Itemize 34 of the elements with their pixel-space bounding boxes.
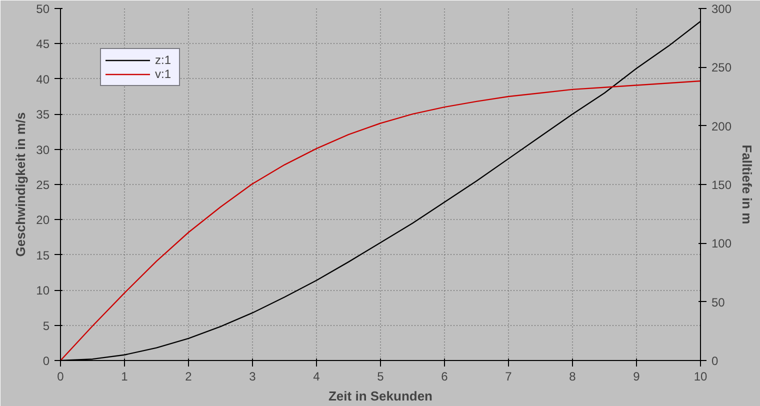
y2-tick-label: 150: [712, 178, 732, 192]
x-tick-label: 9: [633, 370, 640, 384]
y-tick-label: 40: [36, 72, 50, 86]
y2-tick-label: 100: [712, 236, 732, 251]
x-tick-label: 0: [57, 370, 64, 384]
x-tick-label: 2: [185, 370, 192, 384]
y-tick-label: 5: [42, 318, 50, 333]
x-tick-label: 3: [249, 370, 256, 384]
y-tick-label: 10: [36, 284, 50, 298]
y-tick-label: 0: [42, 354, 50, 368]
x-tick-label: 7: [505, 370, 512, 384]
x-tick-label: 10: [694, 370, 708, 384]
x-tick-label: 1: [121, 370, 128, 384]
x-axis-title: Zeit in Sekunden: [328, 388, 433, 404]
y2-tick-label: 250: [712, 60, 732, 75]
y2-tick-label: 300: [712, 2, 732, 16]
y-tick-label: 35: [36, 108, 50, 122]
y2-tick-label: 200: [712, 119, 732, 134]
legend-label: v:1: [155, 67, 172, 81]
x-tick-label: 5: [377, 370, 384, 384]
y-tick-label: 15: [36, 248, 50, 262]
y-tick-label: 25: [36, 178, 50, 192]
y-tick-label: 20: [36, 213, 50, 228]
y-tick-label: 30: [36, 142, 50, 157]
x-tick-label: 4: [313, 370, 320, 384]
y-tick-label: 50: [36, 2, 50, 16]
x-tick-label: 6: [441, 370, 448, 384]
x-tick-label: 8: [569, 370, 576, 384]
y-tick-label: 45: [36, 37, 50, 52]
y2-axis-title: Falltiefe in m: [740, 144, 755, 224]
legend-label: z:1: [155, 53, 172, 67]
y-axis-title: Geschwindigkeit in m/s: [13, 112, 28, 257]
y2-tick-label: 0: [712, 354, 718, 368]
y2-tick-label: 50: [712, 295, 726, 310]
